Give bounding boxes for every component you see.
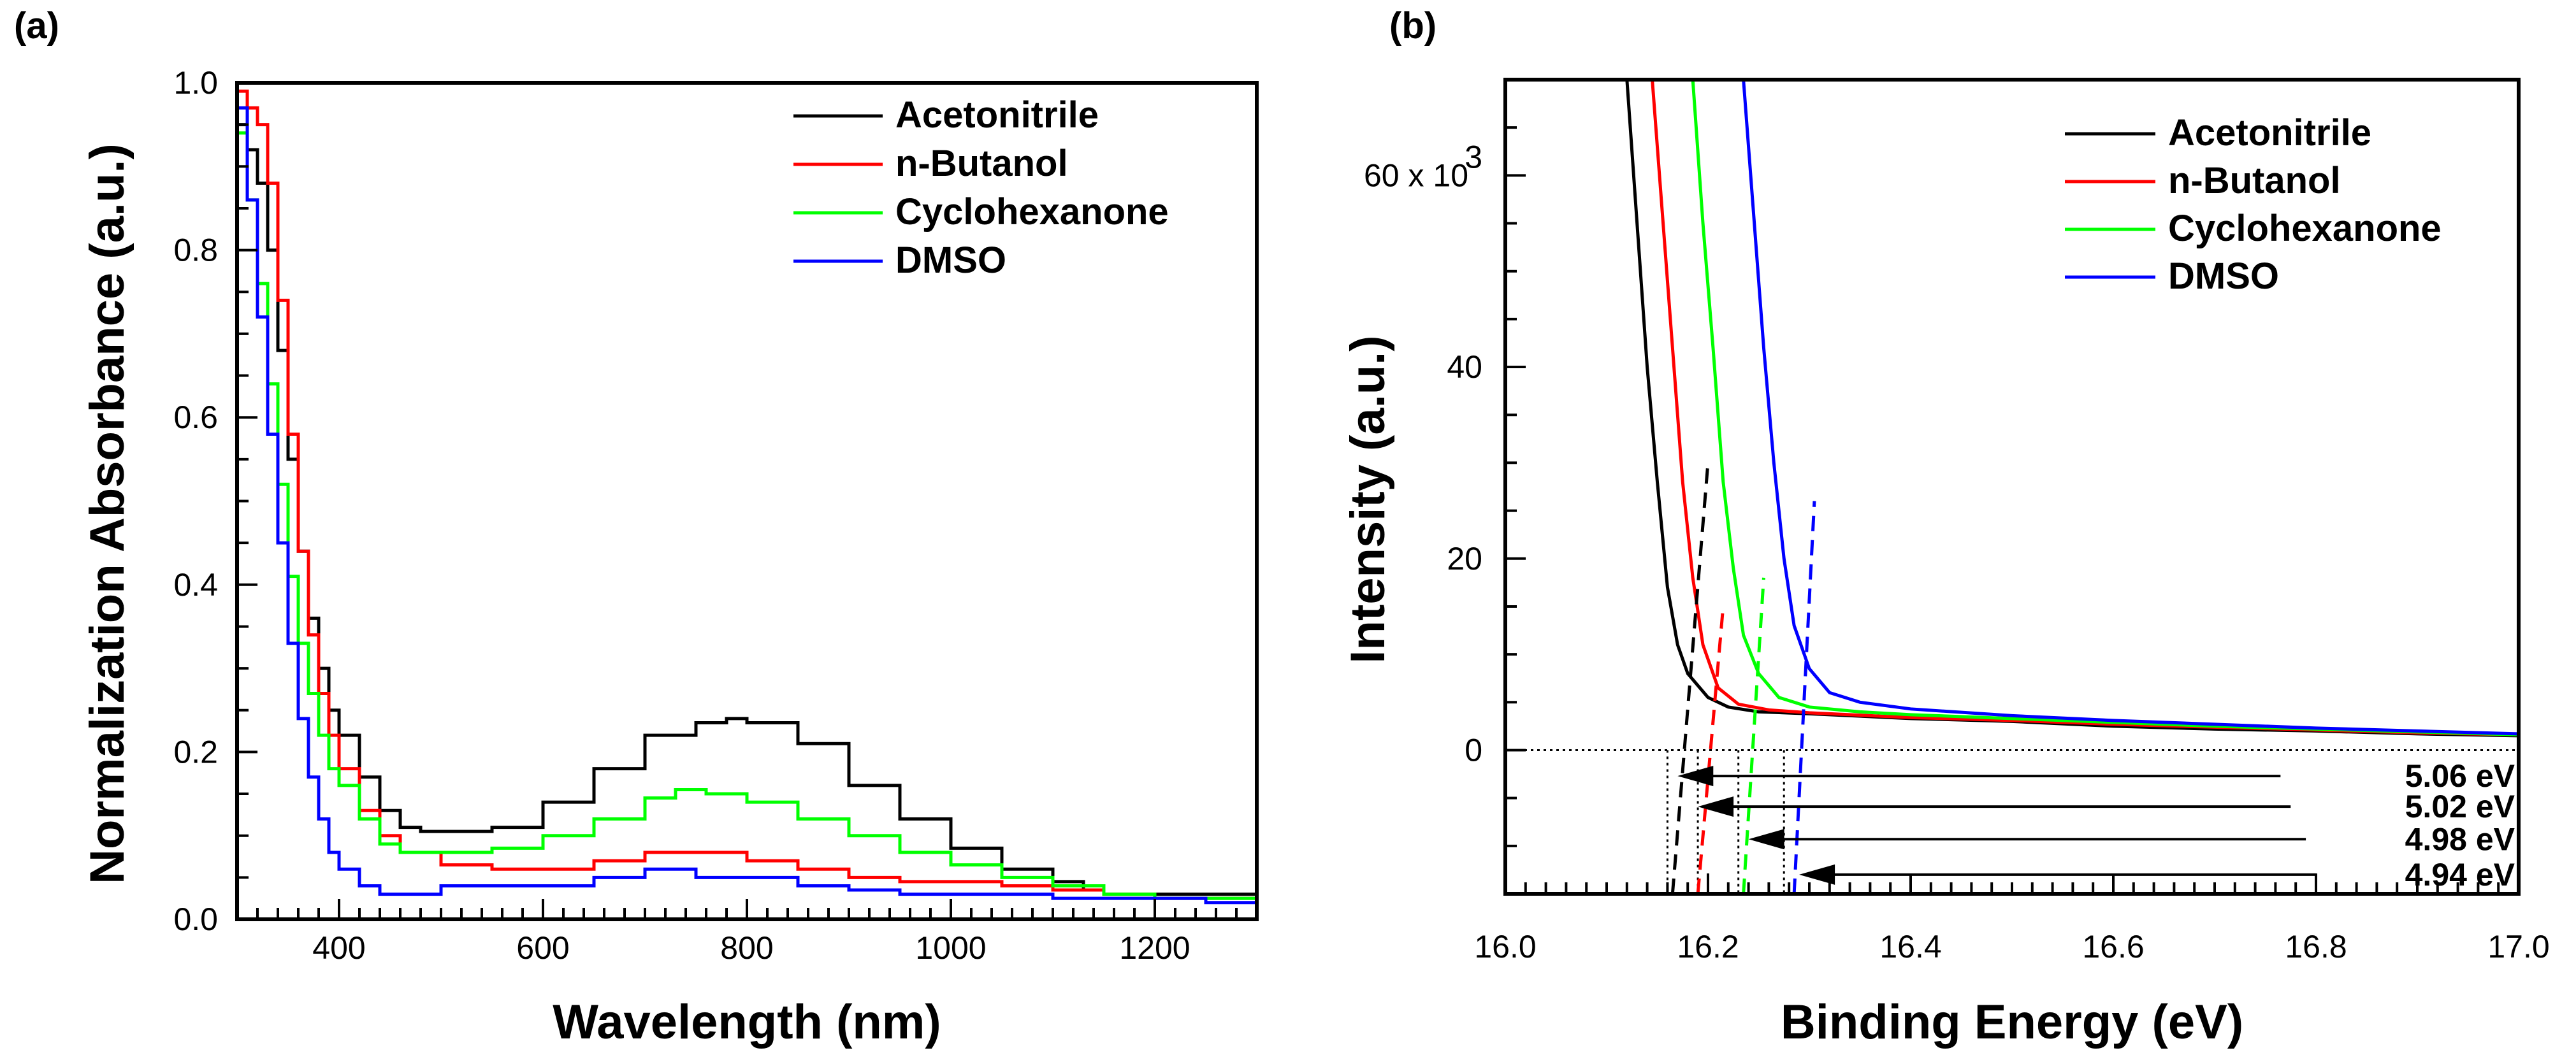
- annotation-arrow-head: [1799, 864, 1835, 885]
- legend-label: Acetonitrile: [895, 94, 1099, 136]
- extrapolation-line: [1742, 577, 1765, 894]
- x-tick-label: 16.2: [1677, 929, 1739, 965]
- x-tick-label: 600: [516, 930, 569, 966]
- plot-area-b: [1505, 80, 2519, 894]
- x-tick-label: 16.8: [2285, 929, 2347, 965]
- y-tick-label: 0.4: [173, 567, 218, 603]
- annotation-label: 4.98 eV: [2405, 821, 2515, 857]
- y-tick-label: 40: [1447, 349, 1482, 385]
- y-tick-label: 1.0: [173, 65, 218, 101]
- legend-label: Cyclohexanone: [895, 191, 1169, 233]
- y-tick-label: 0.2: [173, 734, 218, 770]
- annotation-label: 5.02 eV: [2405, 789, 2515, 824]
- x-tick-label: 800: [720, 930, 773, 966]
- legend-label: Acetonitrile: [2168, 112, 2371, 154]
- series-line-dmso: [1742, 80, 2519, 736]
- panel-a: (a) 400 600 800 1000 1200 0.0 0.2 0.4 0.6 0.8 1.0 Wa…: [14, 5, 1259, 1049]
- series-line-cyclohexanone: [1691, 80, 2519, 736]
- x-axis-title: Binding Energy (eV): [1781, 995, 2243, 1049]
- panel-a-label: (a): [14, 5, 59, 47]
- x-tick-label: 16.0: [1474, 929, 1536, 965]
- series-line-cyclohexanone: [237, 131, 1259, 903]
- legend-label: n-Butanol: [895, 143, 1068, 184]
- y-multiplier-exponent: 3: [1465, 139, 1482, 175]
- y-tick-label: 0: [1465, 732, 1482, 768]
- y-multiplier-label: 60 x 10: [1364, 157, 1468, 193]
- legend-label: DMSO: [895, 240, 1006, 281]
- x-tick-label: 16.6: [2082, 929, 2144, 965]
- x-tick-label: 1000: [915, 930, 986, 966]
- panel-b-label: (b): [1389, 5, 1436, 47]
- x-axis-title: Wavelength (nm): [553, 995, 941, 1049]
- x-tick-label: 400: [312, 930, 365, 966]
- annotation-arrow-head: [1698, 796, 1734, 817]
- series-line-n-butanol: [237, 89, 1259, 903]
- extrapolation-line: [1792, 501, 1816, 894]
- y-axis-title: Normalization Absorbance (a.u.): [80, 143, 134, 884]
- x-tick-label: 1200: [1119, 930, 1190, 966]
- annotation-arrow-head: [1677, 766, 1714, 787]
- y-tick-label: 0.8: [173, 233, 218, 268]
- series-line-acetonitrile: [237, 123, 1257, 896]
- legend-label: Cyclohexanone: [2168, 208, 2442, 249]
- annotation-label: 4.94 eV: [2405, 857, 2515, 893]
- series-line-dmso: [237, 106, 1257, 905]
- x-tick-label: 16.4: [1879, 929, 1941, 965]
- legend-label: n-Butanol: [2168, 160, 2341, 201]
- y-tick-label: 0.6: [173, 399, 218, 435]
- series-line-acetonitrile: [1625, 80, 2519, 738]
- series-line-n-butanol: [1651, 80, 2519, 736]
- x-tick-label: 17.0: [2487, 929, 2549, 965]
- y-tick-label: 20: [1447, 541, 1482, 577]
- y-tick-label: 0.0: [173, 901, 218, 937]
- y-axis-title: Intensity (a.u.): [1341, 335, 1395, 663]
- panel-b: (b) 16.0 16.2 16.4 16.6 16.8 17.0 0 20 40 60 x 103…: [1341, 5, 2550, 1049]
- annotation-label: 5.06 eV: [2405, 758, 2515, 794]
- legend-label: DMSO: [2168, 255, 2279, 297]
- annotation-arrow-head: [1748, 829, 1784, 850]
